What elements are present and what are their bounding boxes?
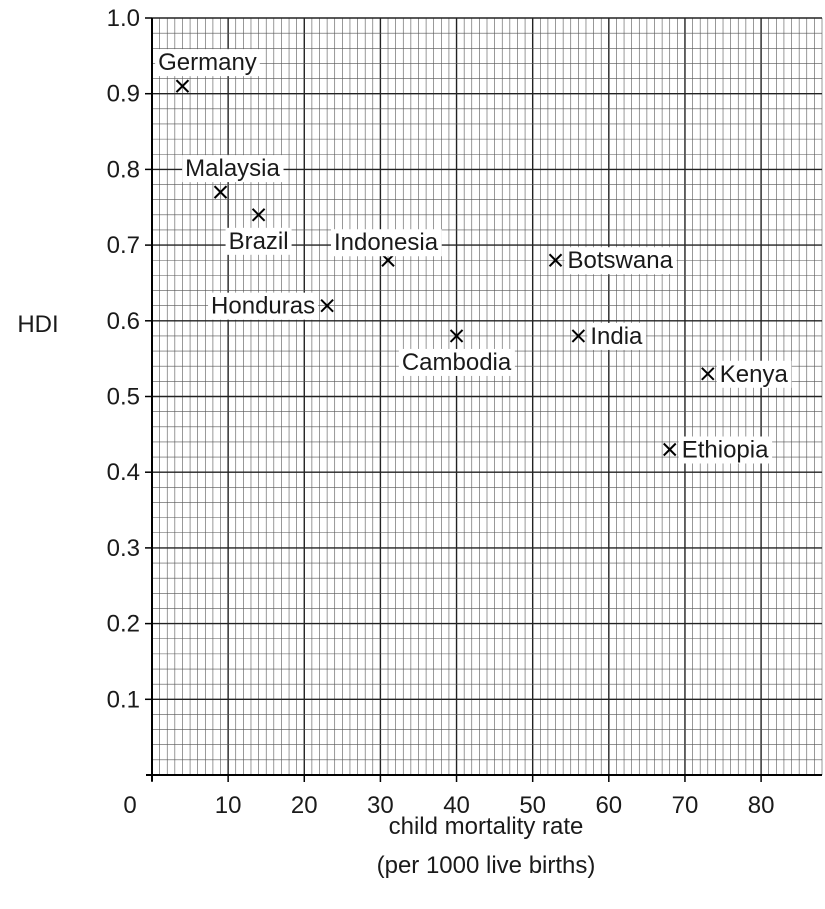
y-tick-label: 0.9	[107, 81, 140, 108]
x-tick-label: 70	[672, 792, 699, 819]
y-tick-label: 0.3	[107, 535, 140, 562]
point-label: Indonesia	[334, 229, 439, 256]
point-marker-stroke	[213, 185, 228, 199]
point-label-background	[587, 322, 647, 350]
x-tick-label: 50	[519, 792, 546, 819]
data-point	[548, 253, 563, 267]
point-label: Honduras	[211, 293, 315, 320]
x-tick-label: 30	[367, 792, 394, 819]
y-tick-label: 0.5	[107, 384, 140, 411]
tick-labels: 0 10 20 30 40 50 60 70 80 0.1 0.2 0.3 0.4 0.5 0.6 0.7 0.…	[107, 5, 775, 819]
x-tick-label: 80	[748, 792, 775, 819]
x-tick-label: 40	[443, 792, 470, 819]
point-label-background	[208, 292, 319, 320]
data-point	[449, 329, 464, 343]
x-tick-label: 60	[595, 792, 622, 819]
data-point	[663, 442, 677, 457]
point-label: Kenya	[720, 361, 789, 388]
point-label: Cambodia	[402, 349, 512, 376]
point-label-background	[678, 436, 773, 464]
x-axis-title-line-1: child mortality rate	[389, 813, 584, 840]
point-marker-stroke	[663, 442, 677, 457]
point-labels: Germany Malaysia Brazil Indonesia Honduras Bo…	[155, 49, 792, 464]
point-label: Brazil	[229, 228, 289, 255]
point-marker-stroke	[251, 208, 266, 222]
y-tick-label: 0.1	[107, 686, 140, 713]
data-point	[213, 185, 228, 199]
point-label-background	[155, 49, 260, 77]
point-label: India	[590, 323, 643, 350]
point-marker-stroke	[175, 79, 190, 93]
point-label: Germany	[158, 49, 257, 76]
origin-tick-label: 0	[123, 792, 136, 819]
x-axis-title-line-2: (per 1000 live births)	[377, 852, 596, 879]
y-tick-label: 0.7	[107, 232, 140, 259]
x-tick-label: 10	[215, 792, 242, 819]
data-point	[175, 79, 190, 93]
y-tick-label: 0.6	[107, 308, 140, 335]
data-point	[320, 298, 334, 313]
point-label-background	[330, 229, 442, 257]
point-marker-stroke	[320, 298, 334, 313]
point-label-background	[182, 155, 284, 183]
data-point	[251, 208, 266, 222]
y-tick-label: 0.8	[107, 156, 140, 183]
point-marker-stroke	[449, 329, 464, 343]
point-label: Botswana	[568, 247, 674, 274]
data-point	[701, 367, 715, 381]
x-tick-label: 20	[291, 792, 318, 819]
grid	[151, 17, 823, 776]
point-label-background	[398, 348, 515, 376]
point-label-background	[225, 227, 292, 255]
y-tick-label: 0.2	[107, 611, 140, 638]
point-marker-stroke	[701, 367, 715, 381]
y-tick-label: 1.0	[107, 5, 140, 32]
point-marker-stroke	[548, 253, 563, 267]
data-point	[571, 329, 586, 343]
y-axis-title: HDI	[17, 311, 58, 338]
point-marker-stroke	[571, 329, 586, 343]
point-label-background	[564, 247, 677, 275]
point-label: Ethiopia	[682, 436, 769, 463]
point-label-background	[716, 360, 792, 388]
axes	[146, 18, 822, 781]
point-label: Malaysia	[185, 155, 280, 182]
y-tick-label: 0.4	[107, 459, 140, 486]
